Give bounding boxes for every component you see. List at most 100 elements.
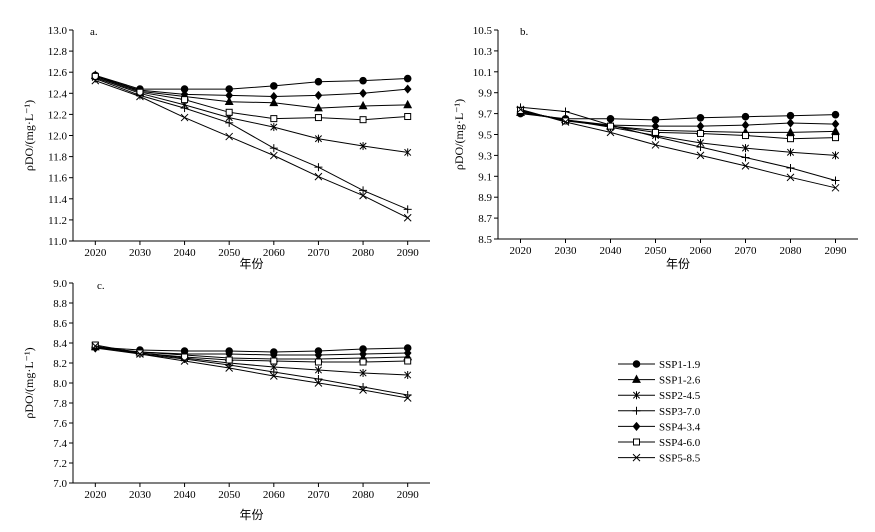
data-point: [359, 142, 367, 151]
marker-stroke: [516, 105, 525, 114]
marker-diamond: [696, 121, 705, 131]
data-point: [786, 163, 795, 172]
y-tick-label: 9.7: [478, 109, 492, 121]
data-point: [269, 97, 279, 107]
marker-triangle: [403, 99, 413, 109]
legend-item: SSP2-4.5: [618, 390, 701, 402]
data-point: [786, 111, 795, 120]
data-point: [741, 161, 750, 170]
marker-diamond: [403, 348, 412, 358]
x-tick-label: 2030: [555, 245, 578, 257]
marker-square: [136, 88, 144, 96]
data-point: [225, 108, 233, 116]
marker-stroke: [225, 364, 234, 372]
data-point: [403, 74, 412, 83]
marker-square: [314, 114, 322, 122]
series-ssp4-6-0: [91, 72, 412, 124]
y-tick-label: 11.0: [48, 236, 67, 248]
data-point: [314, 103, 323, 112]
marker-square: [225, 356, 233, 364]
data-point: [831, 176, 840, 185]
marker-circle: [359, 76, 367, 85]
data-point: [91, 341, 99, 349]
y-axis-title: ρDO/(mg·L⁻¹): [452, 99, 466, 170]
data-point: [225, 132, 234, 141]
y-tick-label: 8.6: [53, 318, 67, 330]
x-tick-label: 2020: [84, 489, 107, 501]
y-tick-label: 10.3: [473, 46, 493, 58]
x-axis-title: 年份: [666, 257, 690, 271]
panel-label: c.: [97, 280, 105, 292]
data-point: [225, 356, 233, 364]
data-point: [831, 119, 840, 129]
legend-marker: [632, 374, 641, 383]
marker-diamond: [831, 119, 840, 129]
y-tick-label: 7.4: [53, 438, 67, 450]
data-point: [404, 357, 412, 365]
x-tick-label: 2050: [218, 489, 241, 501]
x-tick-label: 2090: [397, 489, 420, 501]
series-line: [95, 78, 408, 210]
data-point: [404, 148, 412, 157]
series-line: [95, 75, 408, 98]
series-line: [95, 344, 408, 363]
x-tick-label: 2090: [825, 245, 848, 257]
y-tick-label: 11.6: [48, 173, 67, 185]
panel-label: a.: [90, 26, 98, 38]
legend-item: SSP1-2.6: [618, 374, 701, 387]
marker-triangle: [224, 96, 234, 106]
panel-a: 11.0 11.2 11.4 11.6 11.8 12.0 12.2 12.4 12.6 12.8…: [22, 25, 430, 271]
x-tick-label: 2030: [129, 247, 152, 259]
data-point: [832, 134, 839, 142]
marker-stroke: [403, 394, 412, 402]
data-point: [359, 191, 367, 200]
legend-item: SSP5-8.5: [618, 453, 701, 465]
data-point: [359, 358, 367, 366]
legend-label: SSP4-3.4: [659, 421, 701, 433]
legend-label: SSP1-2.6: [659, 375, 701, 387]
legend-marker: [633, 438, 640, 446]
marker-stroke: [91, 342, 100, 350]
legend-marker: [632, 453, 641, 462]
series-line: [520, 113, 836, 121]
marker-circle: [270, 82, 278, 90]
y-tick-label: 12.4: [48, 88, 68, 100]
marker-square: [404, 113, 412, 121]
data-point: [607, 122, 614, 130]
marker-square: [787, 135, 794, 143]
data-point: [136, 350, 144, 358]
marker-square: [742, 132, 749, 140]
marker-square: [697, 129, 704, 137]
data-point: [606, 128, 615, 137]
data-point: [314, 163, 323, 172]
data-point: [358, 100, 368, 110]
data-point: [831, 151, 840, 160]
marker-stroke: [314, 379, 323, 387]
data-point: [180, 113, 189, 122]
series-ssp4-6-0: [517, 106, 839, 143]
series-line: [95, 74, 408, 90]
legend-marker: [632, 360, 641, 368]
marker-square: [832, 134, 839, 142]
marker-circle: [403, 74, 412, 83]
marker-square: [136, 349, 144, 357]
y-axis-title: ρDO/(mg·L⁻¹): [22, 347, 36, 418]
data-point: [561, 118, 570, 126]
data-point: [403, 205, 412, 214]
marker-circle: [314, 77, 323, 86]
data-point: [404, 371, 412, 379]
marker-stroke: [225, 132, 234, 141]
x-tick-label: 2080: [352, 489, 375, 501]
data-point: [561, 107, 570, 116]
marker-square: [633, 438, 640, 446]
x-tick-label: 2050: [645, 245, 668, 257]
legend-marker: [632, 421, 641, 431]
legend-item: SSP1-1.9: [618, 359, 701, 371]
series-line: [95, 347, 408, 356]
y-tick-label: 9.5: [478, 130, 492, 142]
data-point: [269, 144, 278, 153]
series-line: [520, 111, 836, 127]
x-tick-label: 2070: [307, 247, 330, 259]
legend-label: SSP4-6.0: [659, 437, 701, 449]
